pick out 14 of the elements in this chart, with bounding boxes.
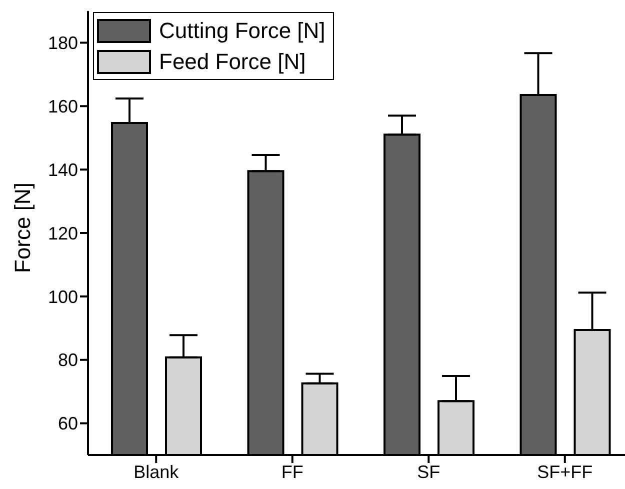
y-axis-title: Force [N] xyxy=(10,182,35,273)
y-tick-label: 140 xyxy=(48,160,78,180)
y-tick-label: 160 xyxy=(48,96,78,117)
y-tick-label: 100 xyxy=(48,286,78,307)
x-tick-label: Blank xyxy=(134,462,180,482)
x-tick-label: SF xyxy=(417,462,440,482)
y-tick-label: 80 xyxy=(58,350,78,370)
y-tick-label: 60 xyxy=(58,414,78,434)
x-tick-label: FF xyxy=(281,462,304,482)
y-tick-label: 180 xyxy=(48,33,78,54)
y-tick-label: 120 xyxy=(48,223,78,244)
legend-label: Feed Force [N] xyxy=(159,48,306,74)
x-tick-label: SF+FF xyxy=(537,462,593,482)
legend-label: Cutting Force [N] xyxy=(159,18,326,44)
